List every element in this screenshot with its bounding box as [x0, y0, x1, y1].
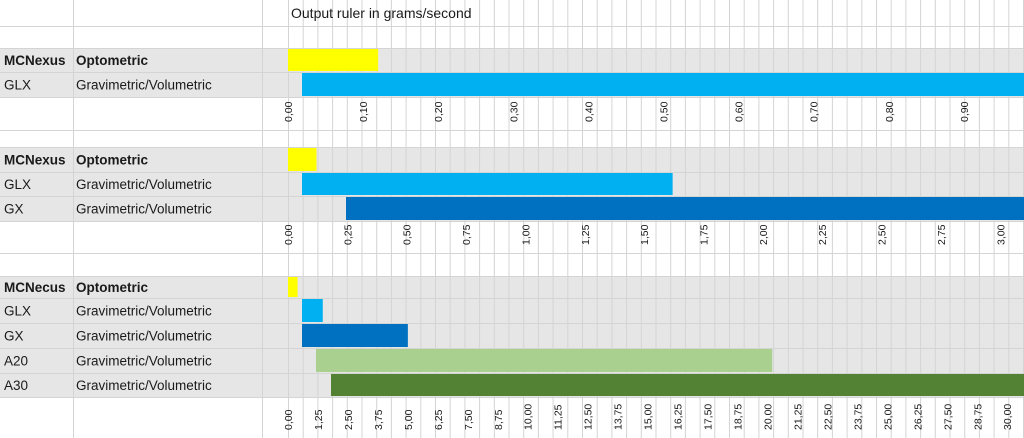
method-label: Gravimetric/Volumetric	[76, 304, 212, 319]
tick-label: 2,25	[817, 224, 829, 245]
tick-label: 8,75	[493, 409, 505, 430]
tick-label: 26,25	[912, 404, 924, 430]
tick-label: 0,50	[659, 101, 671, 122]
tick-label: 6,25	[433, 409, 445, 430]
tick-label: 12,50	[583, 404, 595, 430]
tick-label: 0,25	[342, 224, 354, 245]
tick-label: 0,00	[283, 224, 295, 245]
bar-glx	[302, 299, 323, 322]
tick-label: 0,00	[283, 101, 295, 122]
group-bands	[0, 48, 1024, 397]
model-label: GX	[4, 202, 24, 217]
bars	[288, 49, 1024, 396]
tick-label: 17,50	[703, 404, 715, 430]
tick-label: 13,75	[613, 404, 625, 430]
tick-label: 3,75	[373, 409, 385, 430]
model-label: A20	[4, 354, 28, 369]
bar-optometric	[288, 49, 379, 71]
bar-a20	[316, 349, 773, 372]
method-label: Gravimetric/Volumetric	[76, 202, 212, 217]
bar-glx	[302, 173, 673, 195]
tick-labels: 0,00 0,10 0,20 0,30 0,40 0,50 0,60 0,70 0,80 0,90…	[283, 101, 1014, 430]
tick-label: 27,50	[942, 404, 954, 430]
tick-label: 0,75	[461, 224, 473, 245]
model-label: GLX	[4, 177, 31, 192]
tick-label: 0,30	[508, 101, 520, 122]
tick-label: 0,90	[959, 101, 971, 122]
tick-label: 10,00	[523, 404, 535, 430]
method-label: Gravimetric/Volumetric	[76, 329, 212, 344]
tick-label: 5,00	[403, 409, 415, 430]
bar-optometric	[288, 277, 298, 297]
group-category-label: Optometric	[76, 153, 149, 168]
bar-glx	[302, 73, 1024, 96]
group-brand-label: MCNexus	[4, 53, 66, 68]
tick-label: 1,00	[520, 224, 532, 245]
tick-label: 2,50	[343, 409, 355, 430]
method-label: Gravimetric/Volumetric	[76, 78, 212, 93]
tick-label: 0,10	[358, 101, 370, 122]
tick-label: 0,00	[283, 409, 295, 430]
method-label: Gravimetric/Volumetric	[76, 378, 212, 393]
tick-label: 7,50	[463, 409, 475, 430]
sheet-title: Output ruler in grams/second	[291, 5, 472, 21]
tick-label: 0,70	[809, 101, 821, 122]
tick-label: 0,60	[734, 101, 746, 122]
tick-label: 22,50	[822, 404, 834, 430]
tick-label: 1,75	[698, 224, 710, 245]
tick-label: 21,25	[792, 404, 804, 430]
bar-gx	[302, 324, 408, 347]
bar-optometric	[288, 148, 317, 171]
model-label: GLX	[4, 78, 31, 93]
tick-label: 15,00	[643, 404, 655, 430]
tick-label: 11,25	[553, 404, 565, 430]
method-label: Gravimetric/Volumetric	[76, 354, 212, 369]
model-label: GX	[4, 329, 24, 344]
group-brand-label: MCNexus	[4, 153, 66, 168]
tick-label: 2,00	[758, 224, 770, 245]
tick-label: 0,50	[402, 224, 414, 245]
tick-label: 20,00	[762, 404, 774, 430]
method-label: Gravimetric/Volumetric	[76, 177, 212, 192]
bar-a30	[331, 374, 1024, 396]
tick-label: 2,75	[936, 224, 948, 245]
tick-label: 23,75	[852, 404, 864, 430]
model-label: GLX	[4, 304, 31, 319]
tick-label: 30,00	[1002, 404, 1014, 430]
tick-label: 25,00	[882, 404, 894, 430]
tick-label: 0,20	[433, 101, 445, 122]
tick-label: 1,25	[580, 224, 592, 245]
tick-label: 1,25	[313, 409, 325, 430]
group-brand-label: MCNecus	[4, 280, 66, 295]
tick-label: 0,80	[884, 101, 896, 122]
tick-label: 1,50	[639, 224, 651, 245]
model-label: A30	[4, 378, 28, 393]
tick-label: 3,00	[995, 224, 1007, 245]
tick-label: 0,40	[583, 101, 595, 122]
tick-label: 2,50	[877, 224, 889, 245]
group-category-label: Optometric	[76, 53, 149, 68]
row-labels: MCNexus Optometric GLX Gravimetric/Volumetr…	[4, 53, 212, 393]
tick-label: 18,75	[733, 404, 745, 430]
bar-gx	[346, 197, 1024, 220]
tick-label: 16,25	[673, 404, 685, 430]
tick-label: 28,75	[972, 404, 984, 430]
group-category-label: Optometric	[76, 280, 149, 295]
